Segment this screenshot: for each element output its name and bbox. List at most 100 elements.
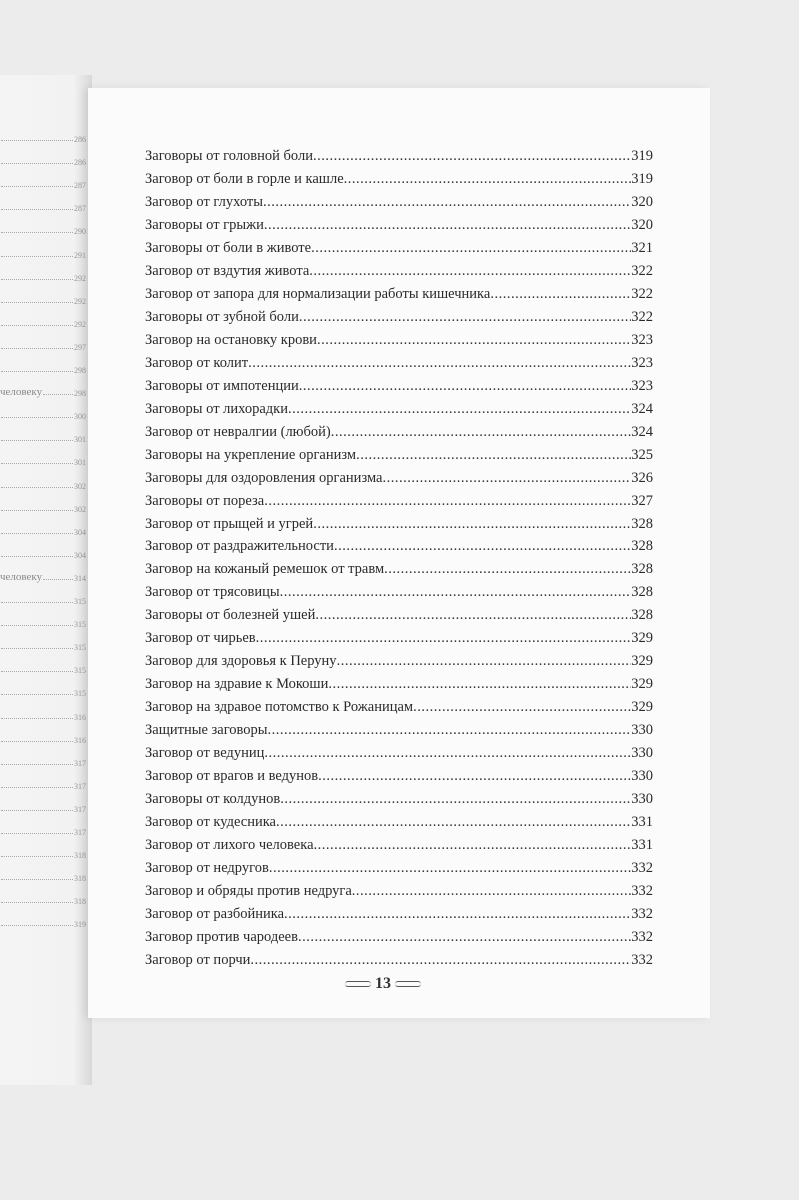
- left-toc-row: 304: [0, 523, 86, 537]
- left-toc-page: 291: [74, 250, 86, 260]
- toc-title: Заговор для здоровья к Перуну: [145, 653, 337, 670]
- toc-title: Заговоры от импотенции: [145, 377, 299, 394]
- leader-dots: [382, 470, 631, 487]
- left-toc-row: 317: [0, 754, 86, 768]
- leader-dots: [318, 768, 631, 785]
- left-toc-row: 292: [0, 315, 86, 329]
- toc-entry: Заговоры от грыжи 320: [145, 217, 653, 240]
- toc-page: 322: [631, 262, 653, 279]
- toc-entry: Заговор от чирьев 329: [145, 630, 653, 653]
- toc-page: 321: [631, 239, 653, 256]
- left-toc-row: 318: [0, 869, 86, 883]
- toc-page: 329: [631, 699, 653, 716]
- leader-dots: [276, 814, 631, 831]
- toc-title: Заговоры от головной боли: [145, 148, 313, 164]
- left-toc-row: 315: [0, 661, 86, 675]
- left-toc-row: 318: [0, 892, 86, 906]
- left-toc-page: 290: [74, 227, 86, 237]
- toc-page: 332: [631, 905, 653, 922]
- toc-entry: Заговор от трясовицы 328: [145, 584, 653, 607]
- toc-title: Заговор от раздражительности: [145, 538, 334, 555]
- left-toc-page: 301: [74, 435, 86, 445]
- toc-title: Заговор от недругов: [145, 860, 269, 877]
- toc-title: Заговор от разбойника: [145, 905, 285, 922]
- left-toc-page: 287: [74, 181, 86, 191]
- left-toc-page: 286: [74, 135, 86, 144]
- toc-title: Заговор от боли в горле и кашле: [145, 170, 344, 187]
- leader-dots: [1, 417, 73, 419]
- leader-dots: [334, 538, 631, 555]
- leader-dots: [1, 625, 73, 627]
- toc-page: 322: [631, 285, 653, 302]
- toc-title: Заговоры от пореза: [145, 492, 265, 509]
- leader-dots: [1, 347, 73, 349]
- toc-page: 323: [631, 331, 653, 348]
- leader-dots: [313, 148, 631, 165]
- leader-dots: [314, 837, 632, 854]
- left-toc-row: 287: [0, 199, 86, 213]
- leader-dots: [331, 424, 632, 441]
- leader-dots: [1, 763, 73, 765]
- left-page: 286 286 287 287 290 291 292 292 292 297 298 человек…: [0, 75, 92, 1085]
- leader-dots: [1, 532, 73, 534]
- left-toc-page: 297: [74, 342, 86, 352]
- leader-dots: [1, 694, 73, 696]
- toc-title: Заговоры от колдунов: [145, 791, 281, 808]
- leader-dots: [1, 671, 73, 673]
- leader-dots: [1, 186, 73, 188]
- leader-dots: [311, 240, 631, 257]
- left-toc-page: 304: [74, 550, 86, 560]
- left-toc-page: 286: [74, 158, 86, 168]
- leader-dots: [1, 255, 73, 257]
- left-toc-row: 291: [0, 246, 86, 260]
- leader-dots: [1, 509, 73, 511]
- left-toc-row: 297: [0, 338, 86, 352]
- leader-dots: [1, 925, 73, 927]
- toc-entry: Заговор от врагов и ведунов 330: [145, 768, 653, 791]
- toc-title: Заговор против чародеев: [145, 928, 298, 945]
- leader-dots: [1, 440, 73, 442]
- left-toc-page: 315: [74, 643, 86, 653]
- toc-entry: Заговор от невралгии (любой) 324: [145, 424, 653, 447]
- leader-dots: [248, 355, 631, 372]
- toc-title: Заговор от чирьев: [145, 630, 256, 647]
- left-toc-page: 318: [74, 874, 86, 884]
- leader-dots: [344, 171, 632, 188]
- toc-entry: Заговор от вздутия живота 322: [145, 263, 653, 286]
- left-toc-row: 287: [0, 176, 86, 190]
- toc-page: 323: [631, 377, 653, 394]
- leader-dots: [315, 607, 631, 624]
- toc-page: 330: [631, 722, 653, 739]
- leader-dots: [264, 217, 631, 234]
- left-toc-row: 292: [0, 269, 86, 283]
- toc-entry: Защитные заговоры 330: [145, 722, 653, 745]
- toc-page: 327: [631, 492, 653, 509]
- leader-dots: [1, 648, 73, 650]
- toc-title: Заговор от глухоты: [145, 193, 263, 210]
- toc-entry: Заговор от колит 323: [145, 355, 653, 378]
- toc-entry: Заговор от глухоты 320: [145, 194, 653, 217]
- toc-entry: Заговор от кудесника 331: [145, 814, 653, 837]
- toc-page: 331: [631, 837, 653, 854]
- toc-entry: Заговоры на укрепление организм 325: [145, 447, 653, 470]
- left-toc-page: 300: [74, 412, 86, 422]
- toc-entry: Заговор и обряды против недруга 332: [145, 883, 653, 906]
- left-toc-page: 315: [74, 620, 86, 630]
- toc-title: Защитные заговоры: [145, 722, 268, 739]
- toc-title: Заговор от невралгии (любой): [145, 423, 331, 440]
- toc-entry: Заговор от боли в горле и кашле 319: [145, 171, 653, 194]
- toc-title: Заговор от врагов и ведунов: [145, 768, 319, 785]
- toc-entry: Заговоры для оздоровления организма 326: [145, 470, 653, 493]
- toc-entry: Заговор от лихого человека 331: [145, 837, 653, 860]
- toc-title: Заговоры от болезней ушей: [145, 607, 316, 624]
- toc-title: Заговоры от боли в животе: [145, 239, 312, 256]
- left-toc-page: 315: [74, 689, 86, 699]
- leader-dots: [328, 676, 631, 693]
- toc-page: 322: [631, 308, 653, 325]
- leader-dots: [1, 602, 73, 603]
- toc-entry: Заговоры от зубной боли 322: [145, 309, 653, 332]
- toc-entry: Заговоры от болезней ушей 328: [145, 607, 653, 630]
- leader-dots: [284, 906, 631, 923]
- leader-dots: [413, 699, 631, 716]
- leader-dots: [299, 378, 632, 395]
